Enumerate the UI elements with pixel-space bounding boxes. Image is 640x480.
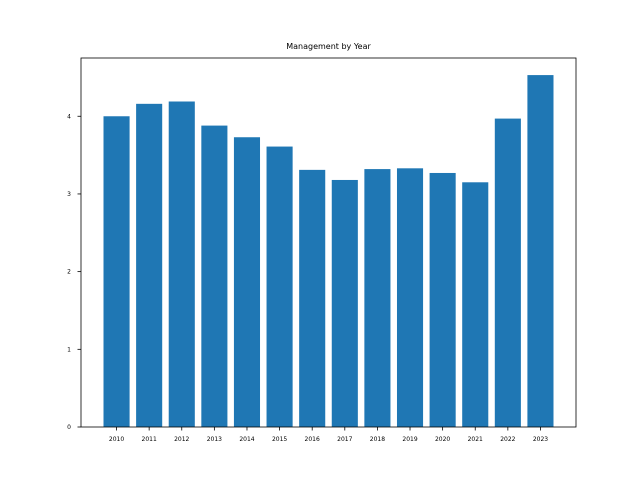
y-tick-label: 4 (67, 113, 71, 120)
bars-group (103, 75, 554, 428)
bar-2017 (331, 179, 358, 427)
bar-2012 (168, 101, 195, 427)
y-tick-label: 1 (67, 346, 71, 353)
x-tick-label: 2014 (239, 436, 254, 443)
x-tick-label: 2012 (174, 436, 189, 443)
bar-2018 (364, 169, 391, 427)
chart-title: Management by Year (286, 42, 371, 51)
y-tick-label: 0 (67, 424, 71, 431)
x-tick-label: 2013 (207, 436, 222, 443)
x-tick-label: 2023 (533, 436, 548, 443)
x-tick-label: 2020 (435, 436, 450, 443)
x-tick-label: 2022 (500, 436, 515, 443)
bar-2023 (527, 75, 554, 427)
x-tick-label: 2011 (142, 436, 157, 443)
bar-2010 (103, 116, 130, 427)
x-tick-label: 2010 (109, 436, 124, 443)
y-axis: 0 1 2 3 4 (67, 113, 81, 431)
y-tick-label: 3 (67, 191, 71, 198)
x-axis: 2010 2011 2012 2013 2014 2015 2016 2017 2018 2019… (109, 427, 548, 443)
bar-2011 (136, 103, 163, 427)
x-tick-label: 2021 (468, 436, 483, 443)
bar-2016 (299, 169, 326, 427)
bar-2021 (462, 182, 489, 427)
bar-2014 (233, 137, 261, 428)
plot-frame (80, 57, 577, 428)
bar-2022 (494, 118, 521, 427)
bar-2019 (396, 168, 424, 427)
x-tick-label: 2015 (272, 436, 287, 443)
bar-2020 (429, 172, 456, 427)
x-tick-label: 2018 (370, 436, 385, 443)
y-tick-label: 2 (67, 269, 71, 276)
x-tick-label: 2019 (402, 436, 417, 443)
bar-2013 (201, 125, 228, 427)
x-tick-label: 2016 (305, 436, 320, 443)
x-tick-label: 2017 (337, 436, 352, 443)
bar-2015 (266, 146, 293, 427)
